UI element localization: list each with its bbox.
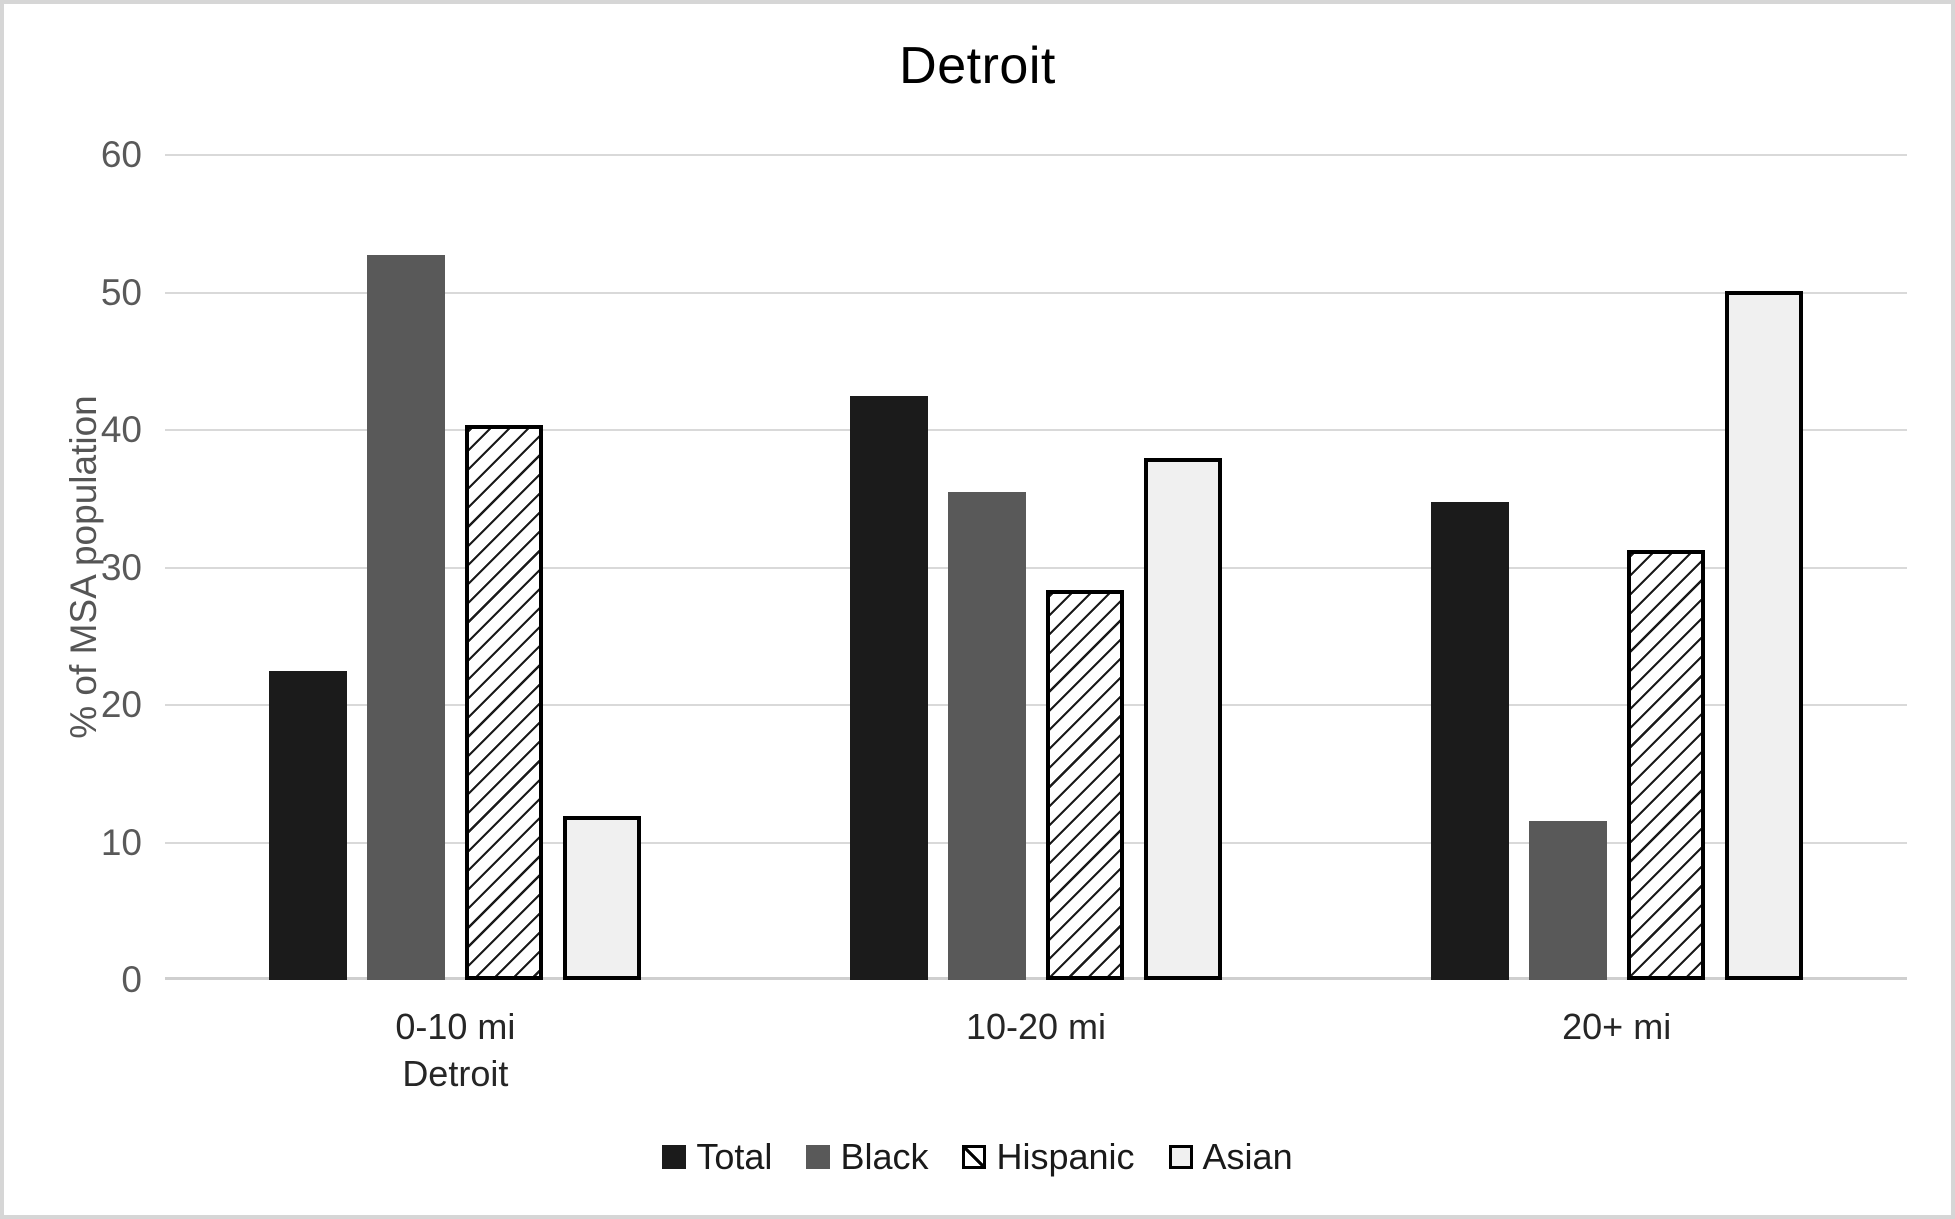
x-axis-labels: 0-10 mi Detroit 10-20 mi 20+ mi (165, 1003, 1907, 1097)
legend-item-black: Black (806, 1136, 928, 1178)
gridline-20 (165, 704, 1907, 706)
bar-group-1 (165, 155, 746, 980)
legend-swatch-hispanic (962, 1145, 987, 1169)
bar-hispanic-group1 (465, 424, 544, 980)
legend-item-total: Total (662, 1136, 772, 1178)
legend-item-asian: Asian (1168, 1136, 1293, 1178)
y-tick-label-60: 60 (100, 134, 142, 175)
bar-total-group2 (850, 395, 928, 980)
gridline-10 (165, 841, 1907, 844)
bar-black-group1 (367, 255, 446, 980)
x-axis-label-line: Detroit (402, 1053, 509, 1094)
bar-asian-group3 (1724, 291, 1803, 980)
legend-swatch-black (806, 1145, 831, 1169)
y-tick-label-30: 30 (100, 546, 142, 588)
bar-group-2 (746, 155, 1327, 980)
legend-label-asian: Asian (1202, 1136, 1293, 1177)
gridline-50 (165, 291, 1907, 294)
y-tick-labels: 60 50 40 30 20 10 0 (0, 134, 142, 1000)
x-axis-label-line: 0-10 mi (395, 1006, 516, 1047)
chart-title: Detroit (899, 37, 1056, 95)
bar-hispanic-group3 (1626, 549, 1705, 980)
y-tick-label-10: 10 (100, 821, 142, 863)
x-axis-label-1: 0-10 mi Detroit (165, 1003, 746, 1097)
bar-asian-group1 (563, 816, 642, 980)
bar-asian-group2 (1144, 457, 1222, 980)
x-axis-label-line: 20+ mi (1562, 1006, 1672, 1047)
gridline-30 (165, 566, 1907, 569)
legend-swatch-total (662, 1145, 687, 1169)
gridline-60 (165, 154, 1907, 156)
legend-label-total: Total (696, 1136, 773, 1177)
bar-total-group3 (1430, 501, 1509, 980)
gridline-40 (165, 429, 1907, 431)
legend: Total Black Hispanic Asian (0, 1136, 1955, 1178)
x-axis-label-line: 10-20 mi (965, 1006, 1107, 1047)
y-tick-label-20: 20 (100, 684, 142, 725)
x-axis-baseline (165, 977, 1907, 980)
y-tick-label-0: 0 (121, 959, 142, 1000)
y-tick-label-50: 50 (100, 271, 142, 313)
bar-hispanic-group2 (1046, 589, 1124, 980)
legend-swatch-asian (1168, 1145, 1193, 1169)
legend-item-hispanic: Hispanic (962, 1136, 1135, 1178)
x-axis-label-2: 10-20 mi (746, 1003, 1327, 1097)
bar-black-group3 (1528, 820, 1607, 980)
bar-groups (165, 155, 1907, 980)
plot-area (165, 154, 1907, 980)
y-tick-label-40: 40 (100, 409, 142, 450)
bar-group-3 (1326, 155, 1907, 980)
bar-black-group2 (948, 491, 1026, 980)
legend-label-hispanic: Hispanic (996, 1136, 1135, 1177)
legend-label-black: Black (840, 1136, 929, 1177)
x-axis-label-3: 20+ mi (1326, 1003, 1907, 1097)
bar-total-group1 (269, 670, 348, 980)
